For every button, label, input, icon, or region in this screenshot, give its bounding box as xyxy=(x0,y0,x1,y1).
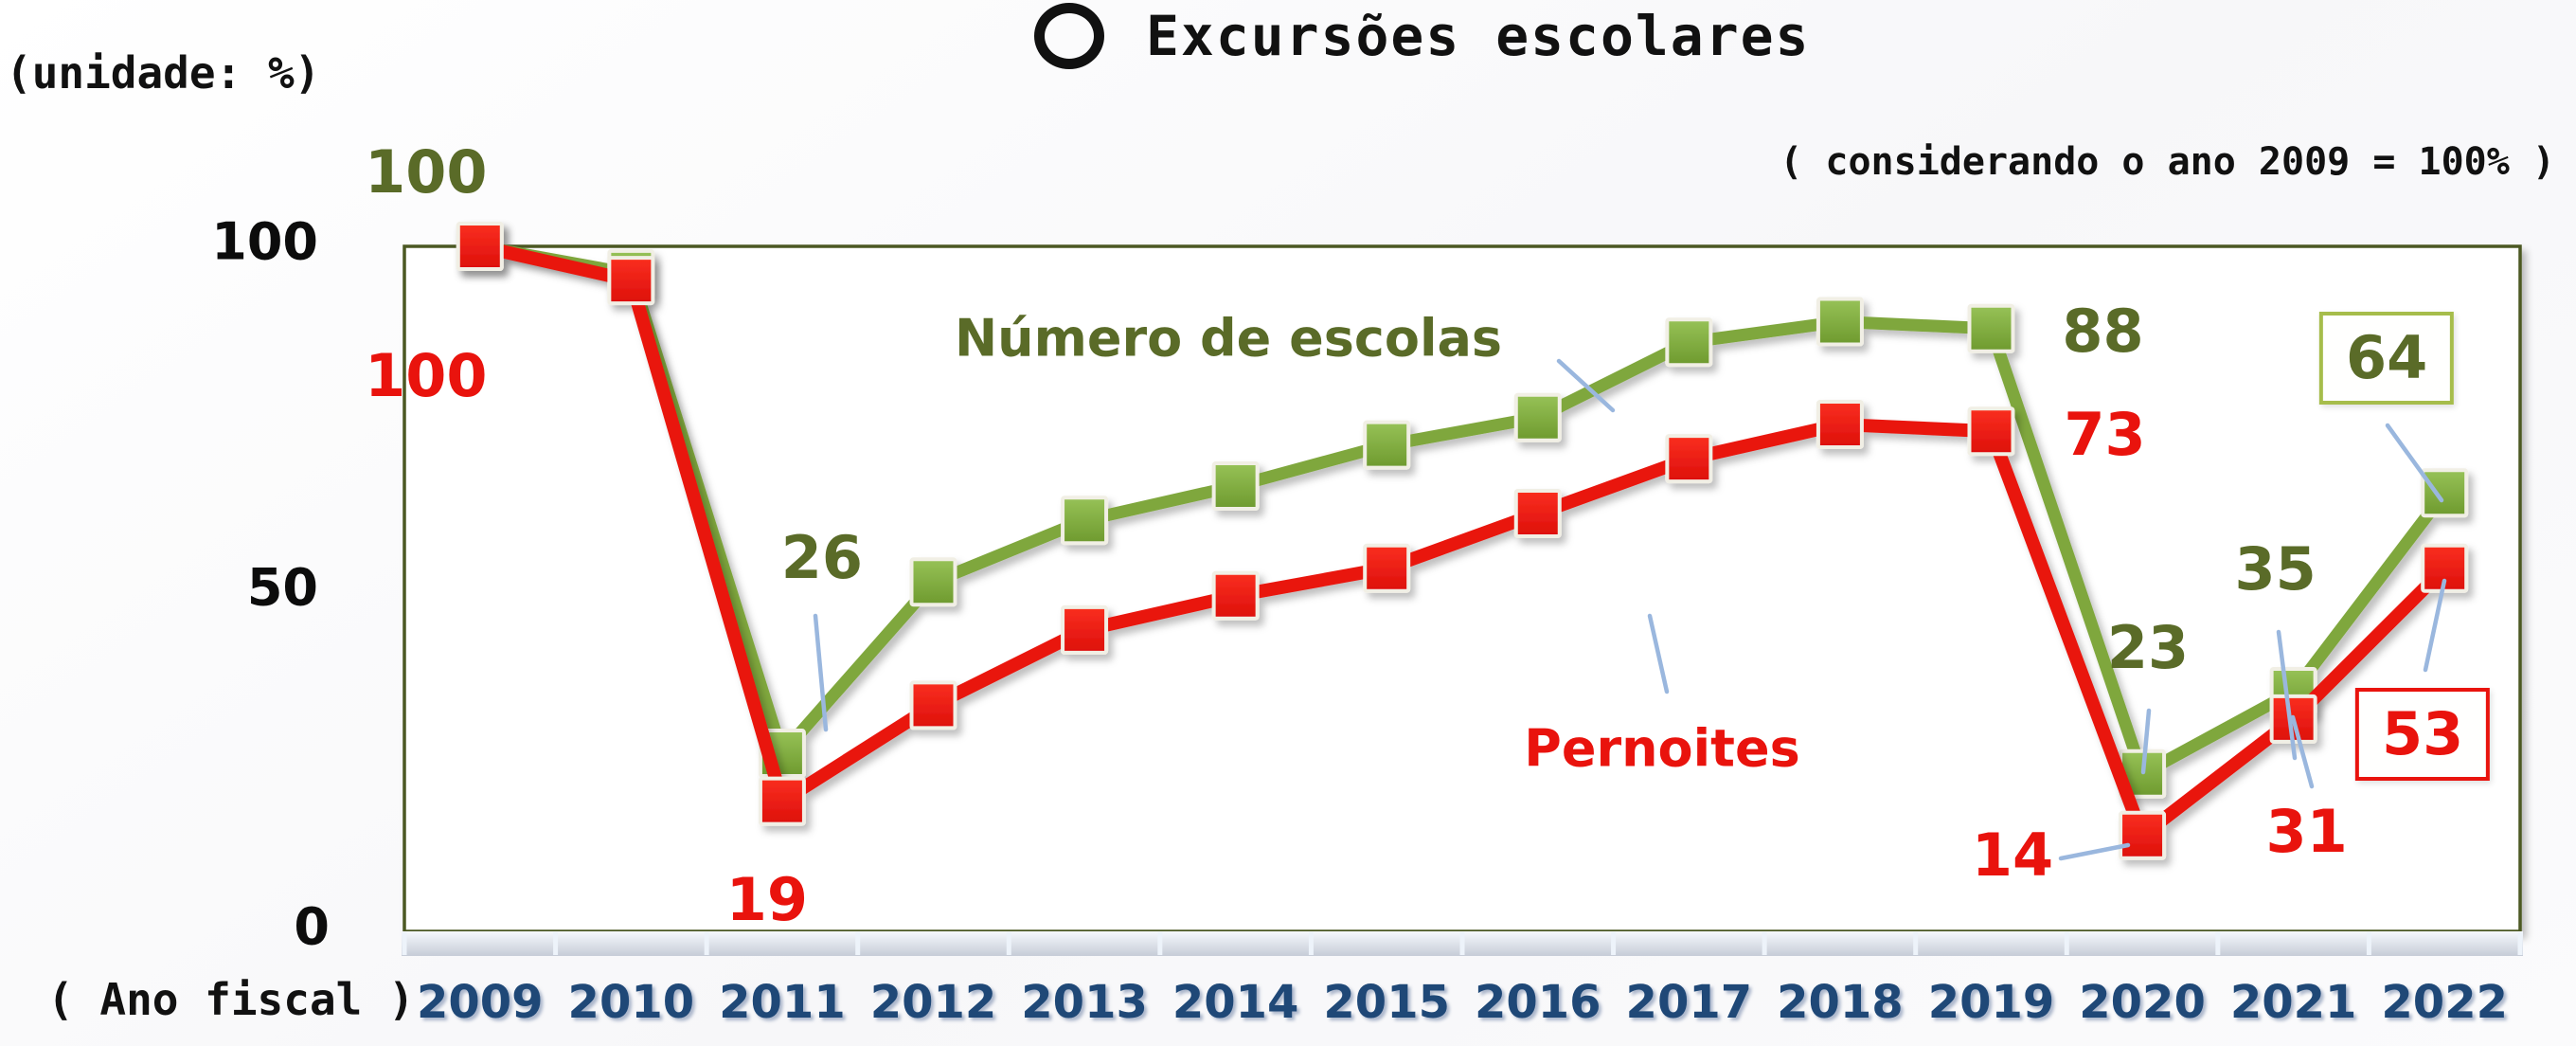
marker-escolas-2018 xyxy=(1816,297,1864,347)
value-label-pernoites-2009: 100 xyxy=(365,341,488,410)
callout-line xyxy=(813,613,829,732)
marker-escolas-2015 xyxy=(1363,420,1411,470)
marker-pernoites-2018 xyxy=(1816,399,1864,449)
marker-pernoites-2012 xyxy=(909,680,957,730)
year-label-2018: 2018 xyxy=(1777,976,1904,1029)
marker-escolas-2017 xyxy=(1665,317,1713,368)
year-label-2009: 2009 xyxy=(416,976,544,1029)
year-label-2010: 2010 xyxy=(567,976,695,1029)
marker-pernoites-2013 xyxy=(1061,604,1109,655)
year-label-2019: 2019 xyxy=(1927,976,2055,1029)
marker-pernoites-2014 xyxy=(1211,570,1260,621)
marker-pernoites-2011 xyxy=(758,776,806,826)
year-label-2017: 2017 xyxy=(1625,976,1753,1029)
value-label-escolas-2011: 26 xyxy=(780,523,864,593)
value-label-escolas-2019: 88 xyxy=(2062,296,2144,366)
chart-title-row: Excursões escolares xyxy=(1034,3,1811,69)
value-label-escolas-2022: 64 xyxy=(2319,312,2455,406)
marker-pernoites-2010 xyxy=(607,256,655,306)
year-label-2013: 2013 xyxy=(1021,976,1148,1029)
callout-line xyxy=(2423,578,2447,673)
value-label-pernoites-2019: 73 xyxy=(2064,400,2146,470)
marker-escolas-2013 xyxy=(1061,496,1109,546)
callout-line xyxy=(2385,423,2444,503)
marker-escolas-2019 xyxy=(1967,303,2015,353)
value-label-pernoites-2020: 14 xyxy=(1971,820,2054,890)
circle-icon xyxy=(1034,3,1104,69)
year-label-2012: 2012 xyxy=(869,976,997,1029)
year-label-2021: 2021 xyxy=(2229,976,2357,1029)
year-label-2016: 2016 xyxy=(1474,976,1601,1029)
marker-pernoites-2016 xyxy=(1513,488,1562,538)
value-label-escolas-2021: 35 xyxy=(2234,533,2317,604)
y-tick-50: 50 xyxy=(246,557,318,618)
callout-line xyxy=(1647,613,1670,694)
marker-escolas-2016 xyxy=(1513,392,1562,442)
year-label-2020: 2020 xyxy=(2079,976,2206,1029)
value-label-pernoites-2022: 53 xyxy=(2355,687,2491,781)
callout-line xyxy=(1556,358,1616,413)
unit-label: (unidade: %) xyxy=(6,47,321,99)
callout-line xyxy=(2140,708,2152,775)
callout-line xyxy=(2290,714,2315,789)
y-tick-100: 100 xyxy=(211,211,318,272)
chart-title: Excursões escolares xyxy=(1146,4,1811,68)
y-tick-0: 0 xyxy=(294,896,330,957)
year-label-2014: 2014 xyxy=(1172,976,1299,1029)
value-label-pernoites-2011: 19 xyxy=(725,864,809,934)
marker-escolas-2014 xyxy=(1211,461,1260,512)
series-label-escolas: Número de escolas xyxy=(954,308,1503,369)
value-label-pernoites-2021: 31 xyxy=(2265,796,2348,866)
marker-escolas-2012 xyxy=(909,557,957,607)
series-label-pernoites: Pernoites xyxy=(1524,718,1800,779)
series-pernoites xyxy=(456,222,2469,860)
callout-line xyxy=(2058,842,2131,861)
year-label-2011: 2011 xyxy=(719,976,846,1029)
marker-pernoites-2020 xyxy=(2119,810,2167,860)
value-label-escolas-2009: 100 xyxy=(365,137,488,207)
marker-escolas-2022 xyxy=(2421,468,2469,518)
baseline-note: ( considerando o ano 2009 = 100% ) xyxy=(1780,140,2555,184)
x-axis-label: ( Ano fiscal ) xyxy=(47,974,415,1025)
value-label-escolas-2020: 23 xyxy=(2106,612,2190,682)
marker-pernoites-2022 xyxy=(2421,543,2469,593)
marker-pernoites-2015 xyxy=(1363,543,1411,593)
year-label-2015: 2015 xyxy=(1323,976,1450,1029)
year-label-2022: 2022 xyxy=(2381,976,2508,1029)
callout-line xyxy=(2276,629,2298,761)
marker-pernoites-2009 xyxy=(456,222,504,271)
marker-pernoites-2019 xyxy=(1967,406,2015,457)
marker-pernoites-2017 xyxy=(1665,434,1713,484)
